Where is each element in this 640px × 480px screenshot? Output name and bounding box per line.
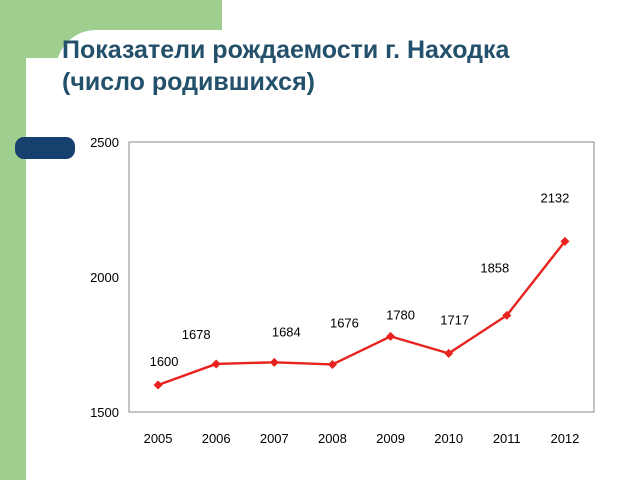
- x-tick-label: 2005: [144, 431, 173, 446]
- data-label: 1678: [182, 327, 211, 342]
- data-label: 1858: [480, 260, 509, 275]
- data-point-marker: [327, 359, 337, 369]
- data-label: 1780: [386, 307, 415, 322]
- x-axis-ticks: 2005 2006 2007 2008 2009 2010 2011 2012: [144, 431, 580, 446]
- data-label: 1600: [150, 354, 179, 369]
- data-label: 2132: [540, 190, 569, 205]
- data-point-marker: [502, 310, 512, 320]
- data-point-marker: [153, 380, 163, 390]
- y-axis-ticks: 1500 2000 2500: [90, 135, 119, 420]
- x-tick-label: 2008: [318, 431, 347, 446]
- x-tick-label: 2009: [376, 431, 405, 446]
- data-label: 1676: [330, 315, 359, 330]
- data-point-marker: [211, 359, 221, 369]
- series-group: [153, 236, 570, 390]
- y-tick-label: 1500: [90, 405, 119, 420]
- x-tick-label: 2010: [434, 431, 463, 446]
- x-tick-label: 2011: [493, 431, 521, 446]
- data-point-marker: [444, 348, 454, 358]
- x-tick-label: 2012: [550, 431, 579, 446]
- data-label: 1717: [440, 312, 469, 327]
- y-tick-label: 2000: [90, 270, 119, 285]
- green-sidebar-decoration: [0, 0, 26, 480]
- page-title-line2: (число родившихся): [62, 68, 316, 96]
- data-point-marker: [560, 236, 570, 246]
- page-title-line1: Показатели рождаемости г. Находка: [62, 36, 510, 64]
- y-tick-label: 2500: [90, 135, 119, 150]
- data-point-marker: [386, 331, 396, 341]
- data-point-marker: [269, 357, 279, 367]
- accent-pill-decoration: [15, 137, 75, 159]
- page-title: Показатели рождаемости г. Находка (число…: [62, 34, 509, 98]
- series-line: [157, 240, 566, 387]
- data-label: 1684: [272, 324, 301, 339]
- x-tick-label: 2007: [260, 431, 289, 446]
- x-tick-label: 2006: [202, 431, 231, 446]
